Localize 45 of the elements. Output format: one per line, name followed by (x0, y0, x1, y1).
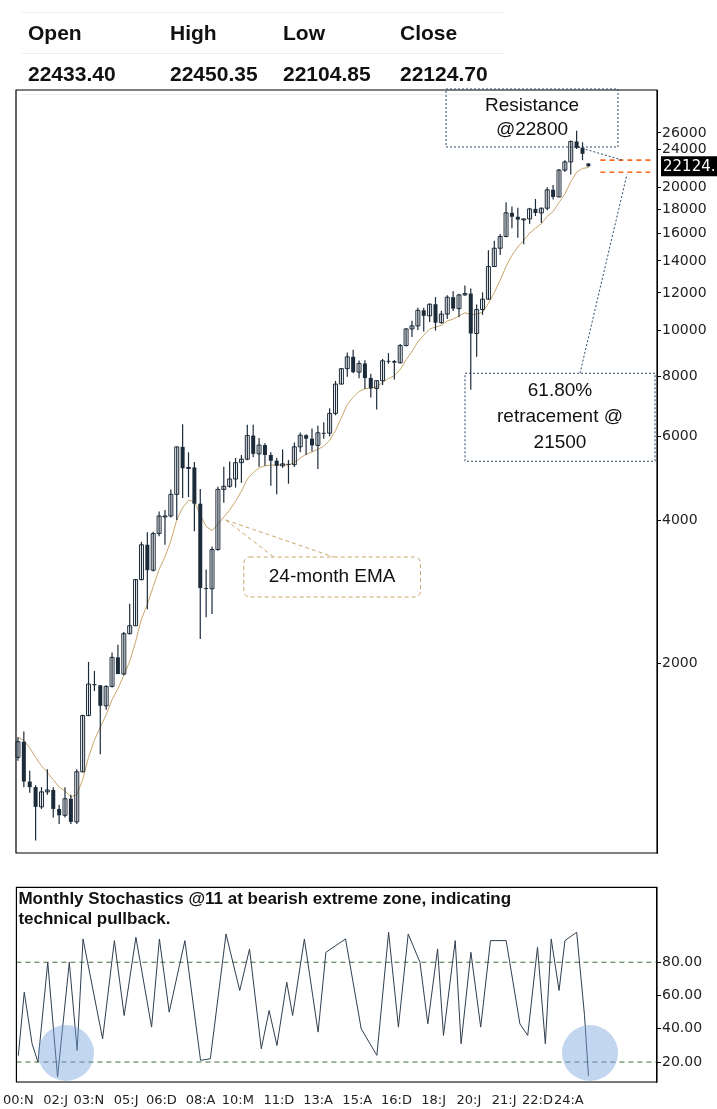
y-tick-label: 12000 (662, 283, 707, 300)
ref-line-label: 61.80% retracement @ 21500 (497, 379, 623, 453)
y-tick-label: 6000 (662, 426, 698, 443)
y-tick-label: 26000 (662, 123, 707, 140)
text: 22104.85 (277, 54, 394, 95)
x-tick-label: 00:N (3, 1092, 34, 1108)
y-tick-label: 14000 (662, 251, 707, 268)
y-tick-label: 40.00 (662, 1019, 703, 1036)
text: 22450.35 (164, 54, 277, 95)
x-tick-label: 16:D (380, 1092, 412, 1108)
x-tick-label: 08:A (185, 1092, 216, 1108)
x-tick-label: 24:A (553, 1092, 584, 1108)
ref-line-label: Resistance @22800 (485, 94, 579, 140)
y-tick-label: 24000 (662, 140, 707, 157)
x-tick-label: 02:J (43, 1092, 68, 1108)
y-tick-label: 20.00 (662, 1052, 703, 1069)
y-tick-label: 8000 (662, 367, 698, 384)
y-tick-label: 2000 (662, 654, 698, 671)
y-tick-label: 10000 (662, 321, 707, 338)
x-tick-label: 22:D (522, 1092, 553, 1108)
text: Close (394, 13, 504, 54)
x-tick-label: 21:J (491, 1092, 517, 1108)
x-tick-label: 05:J (113, 1092, 139, 1108)
annotation: Monthly Stochastics @11 at bearish extreme zone, indicating technical pullback. (18, 888, 512, 928)
text: 22124. (663, 157, 716, 176)
legend-label: 24-month EMA (268, 565, 396, 587)
text: Low (277, 13, 394, 54)
x-tick-label: 15:A (342, 1092, 373, 1108)
x-tick-label: 06:D (145, 1092, 177, 1108)
text: 22433.40 (22, 54, 164, 95)
x-tick-label: 18:J (421, 1092, 447, 1108)
y-tick-label: 80.00 (662, 952, 703, 969)
y-tick-label: 16000 (662, 224, 707, 241)
y-tick-label: 4000 (662, 510, 698, 527)
text: 22124.70 (394, 54, 504, 95)
x-tick-label: 20:J (456, 1092, 482, 1108)
x-tick-label: 03:N (73, 1092, 105, 1108)
y-tick-label: 20000 (662, 177, 707, 194)
text: High (164, 13, 277, 54)
x-tick-label: 10:M (221, 1092, 254, 1108)
x-tick-label: 13:A (303, 1092, 334, 1108)
x-tick-label: 11:D (263, 1092, 295, 1108)
y-tick-label: 18000 (662, 199, 707, 216)
text: Open (22, 13, 164, 54)
y-tick-label: 60.00 (662, 986, 703, 1003)
